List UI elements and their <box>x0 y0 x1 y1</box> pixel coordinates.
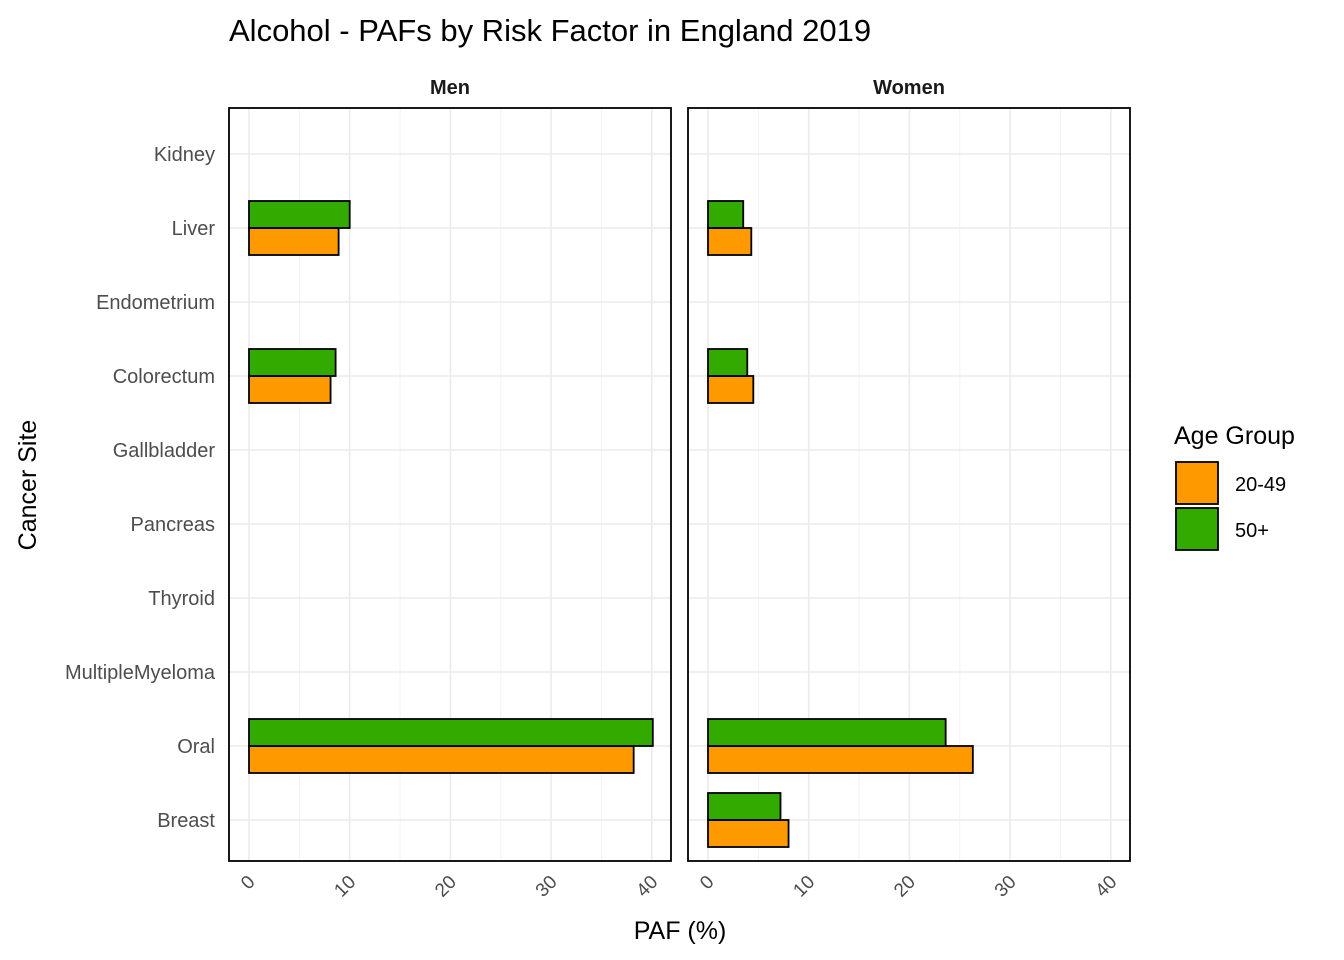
y-tick-label-colorectum: Colorectum <box>113 366 215 388</box>
legend-swatch-20-49 <box>1175 461 1219 505</box>
panel-border <box>687 107 1131 862</box>
x-tick-label: 40 <box>1092 872 1122 902</box>
y-tick-label-thyroid: Thyroid <box>148 588 215 610</box>
bar-women-colorectum-50 <box>707 348 749 377</box>
legend-title: Age Group <box>1174 422 1295 450</box>
facet-label-women: Women <box>873 77 945 99</box>
bar-men-liver-20-49 <box>248 227 340 256</box>
y-tick-label-kidney: Kidney <box>154 144 215 166</box>
panel-men: Men 0 10 20 30 40 <box>228 77 672 902</box>
bar-women-liver-50 <box>707 200 745 229</box>
chart-title: Alcohol - PAFs by Risk Factor in England… <box>229 13 871 48</box>
bar-women-liver-20-49 <box>707 227 753 256</box>
y-tick-label-multiplemyeloma: MultipleMyeloma <box>65 662 216 684</box>
bar-men-oral-20-49 <box>248 745 635 774</box>
facet-panels: Men 0 10 20 30 40 Women 0 10 20 30 40 <box>228 77 1131 902</box>
bar-men-colorectum-20-49 <box>248 375 332 404</box>
legend-label-20-49: 20-49 <box>1235 474 1286 496</box>
panel-women: Women 0 10 20 30 40 <box>687 77 1131 902</box>
facet-label-men: Men <box>430 77 470 99</box>
x-tick-label: 0 <box>237 872 259 894</box>
y-tick-label-pancreas: Pancreas <box>131 514 216 536</box>
y-axis-ticks: Kidney Liver Endometrium Colorectum Gallblad… <box>65 144 216 832</box>
bar-women-oral-50 <box>707 718 947 747</box>
x-tick-label: 20 <box>431 872 461 902</box>
panel-border <box>228 107 672 862</box>
x-tick-label: 30 <box>532 872 562 902</box>
legend: Age Group 20-49 50+ <box>1174 422 1295 551</box>
legend-swatch-50 <box>1175 507 1219 551</box>
bar-women-colorectum-20-49 <box>707 375 755 404</box>
y-tick-label-breast: Breast <box>157 810 215 832</box>
x-tick-label: 40 <box>633 872 663 902</box>
y-tick-label-oral: Oral <box>177 736 215 758</box>
bar-men-liver-50 <box>248 200 351 229</box>
x-tick-label: 10 <box>330 872 360 902</box>
bar-men-oral-50 <box>248 718 654 747</box>
legend-label-50: 50+ <box>1235 520 1269 542</box>
bar-women-breast-20-49 <box>707 819 790 848</box>
x-tick-label: 30 <box>991 872 1021 902</box>
bar-women-breast-50 <box>707 792 782 821</box>
y-tick-label-liver: Liver <box>172 218 216 240</box>
y-tick-label-gallbladder: Gallbladder <box>113 440 216 462</box>
x-axis-title: PAF (%) <box>634 917 727 945</box>
x-tick-label: 20 <box>890 872 920 902</box>
x-tick-label: 10 <box>789 872 819 902</box>
y-tick-label-endometrium: Endometrium <box>96 292 215 314</box>
bar-women-oral-20-49 <box>707 745 974 774</box>
x-tick-label: 0 <box>696 872 718 894</box>
y-axis-title: Cancer Site <box>14 420 42 551</box>
bar-men-colorectum-50 <box>248 348 337 377</box>
